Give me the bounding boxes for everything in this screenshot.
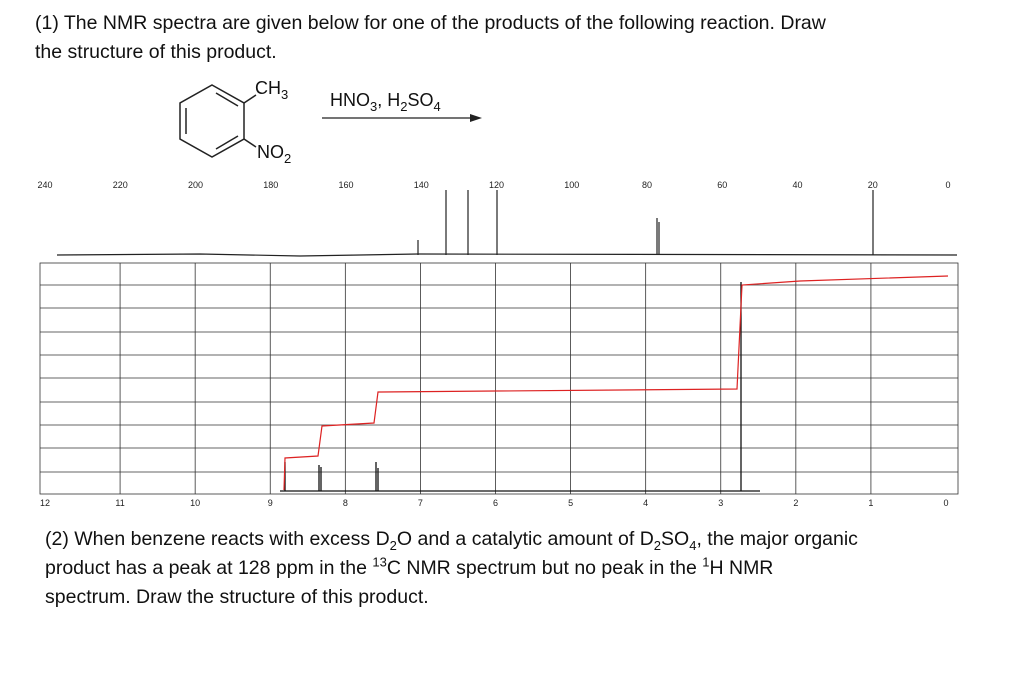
carbon-tick-label: 120 (489, 180, 504, 190)
question-1: (1) The NMR spectra are given below for … (35, 9, 826, 67)
proton-tick-label: 11 (115, 498, 124, 508)
proton-vertical-grid (119, 263, 872, 494)
proton-tick-label: 4 (643, 498, 648, 508)
carbon-tick-label: 60 (717, 180, 727, 190)
subscript: 2 (653, 537, 662, 553)
text: SO (661, 528, 690, 550)
carbon-tick-label: 180 (263, 180, 278, 190)
text-line: the structure of this product. (35, 41, 277, 63)
reagents: HNO3, H2SO4 (330, 90, 441, 114)
text: SO (407, 90, 433, 110)
proton-peaks (280, 282, 760, 492)
integration-curve (283, 275, 949, 491)
superscript: 13 (372, 554, 387, 570)
text-line: (1) The NMR spectra are given below for … (35, 12, 826, 34)
benzene-ring (179, 84, 257, 158)
superscript: 1 (702, 554, 710, 570)
carbon-spectrum (56, 190, 958, 257)
proton-tick-label: 5 (568, 498, 573, 508)
carbon-tick-label: 80 (642, 180, 652, 190)
text: NO (257, 142, 284, 162)
arrow-head (470, 114, 482, 122)
proton-tick-label: 7 (418, 498, 423, 508)
subscript: 4 (434, 99, 441, 114)
tick-labels: 240 220 200 180 160 140 120 100 80 60 40 20 012 11 10 9… (37, 180, 950, 508)
subscript: 2 (389, 537, 397, 553)
carbon-tick-label: 160 (338, 180, 353, 190)
subscript: 4 (689, 537, 697, 553)
carbon-tick-label: 200 (188, 180, 203, 190)
methyl-label: CH3 (255, 78, 288, 102)
carbon-tick-label: 0 (945, 180, 950, 190)
carbon-tick-label: 220 (113, 180, 128, 190)
text-line: product has a peak at 128 ppm in the 13C… (45, 554, 858, 583)
text: , the major organic (696, 528, 858, 550)
text: O and a catalytic amount of D (396, 528, 654, 550)
subscript: 2 (400, 99, 407, 114)
carbon-tick-label: 40 (792, 180, 802, 190)
proton-tick-label: 6 (493, 498, 498, 508)
proton-tick-label: 9 (268, 498, 273, 508)
text: H NMR (709, 557, 774, 579)
proton-tick-label: 3 (718, 498, 723, 508)
question-2: (2) When benzene reacts with excess D2O … (45, 525, 858, 612)
carbon-tick-label: 20 (868, 180, 878, 190)
text: , H (377, 90, 400, 110)
carbon-tick-label: 140 (414, 180, 429, 190)
proton-tick-label: 12 (40, 498, 50, 508)
subscript: 2 (284, 151, 291, 166)
proton-tick-label: 1 (868, 498, 873, 508)
text: spectrum. Draw the structure of this pro… (45, 586, 429, 608)
proton-grid (39, 262, 959, 495)
text: (2) When benzene reacts with excess D (45, 528, 390, 550)
proton-tick-label: 0 (943, 498, 948, 508)
text: CH (255, 78, 281, 98)
carbon-tick-label: 100 (564, 180, 579, 190)
text: product has a peak at 128 ppm in the (45, 557, 373, 579)
text: HNO (330, 90, 370, 110)
subscript: 3 (370, 99, 377, 114)
nitro-label: NO2 (257, 142, 291, 166)
proton-tick-label: 10 (190, 498, 200, 508)
text: C NMR spectrum but no peak in the (386, 557, 703, 579)
text-line: (2) When benzene reacts with excess D2O … (45, 525, 858, 554)
carbon-tick-label: 240 (37, 180, 52, 190)
proton-tick-label: 8 (343, 498, 348, 508)
subscript: 3 (281, 87, 288, 102)
proton-tick-label: 2 (793, 498, 798, 508)
text-line: spectrum. Draw the structure of this pro… (45, 583, 858, 612)
